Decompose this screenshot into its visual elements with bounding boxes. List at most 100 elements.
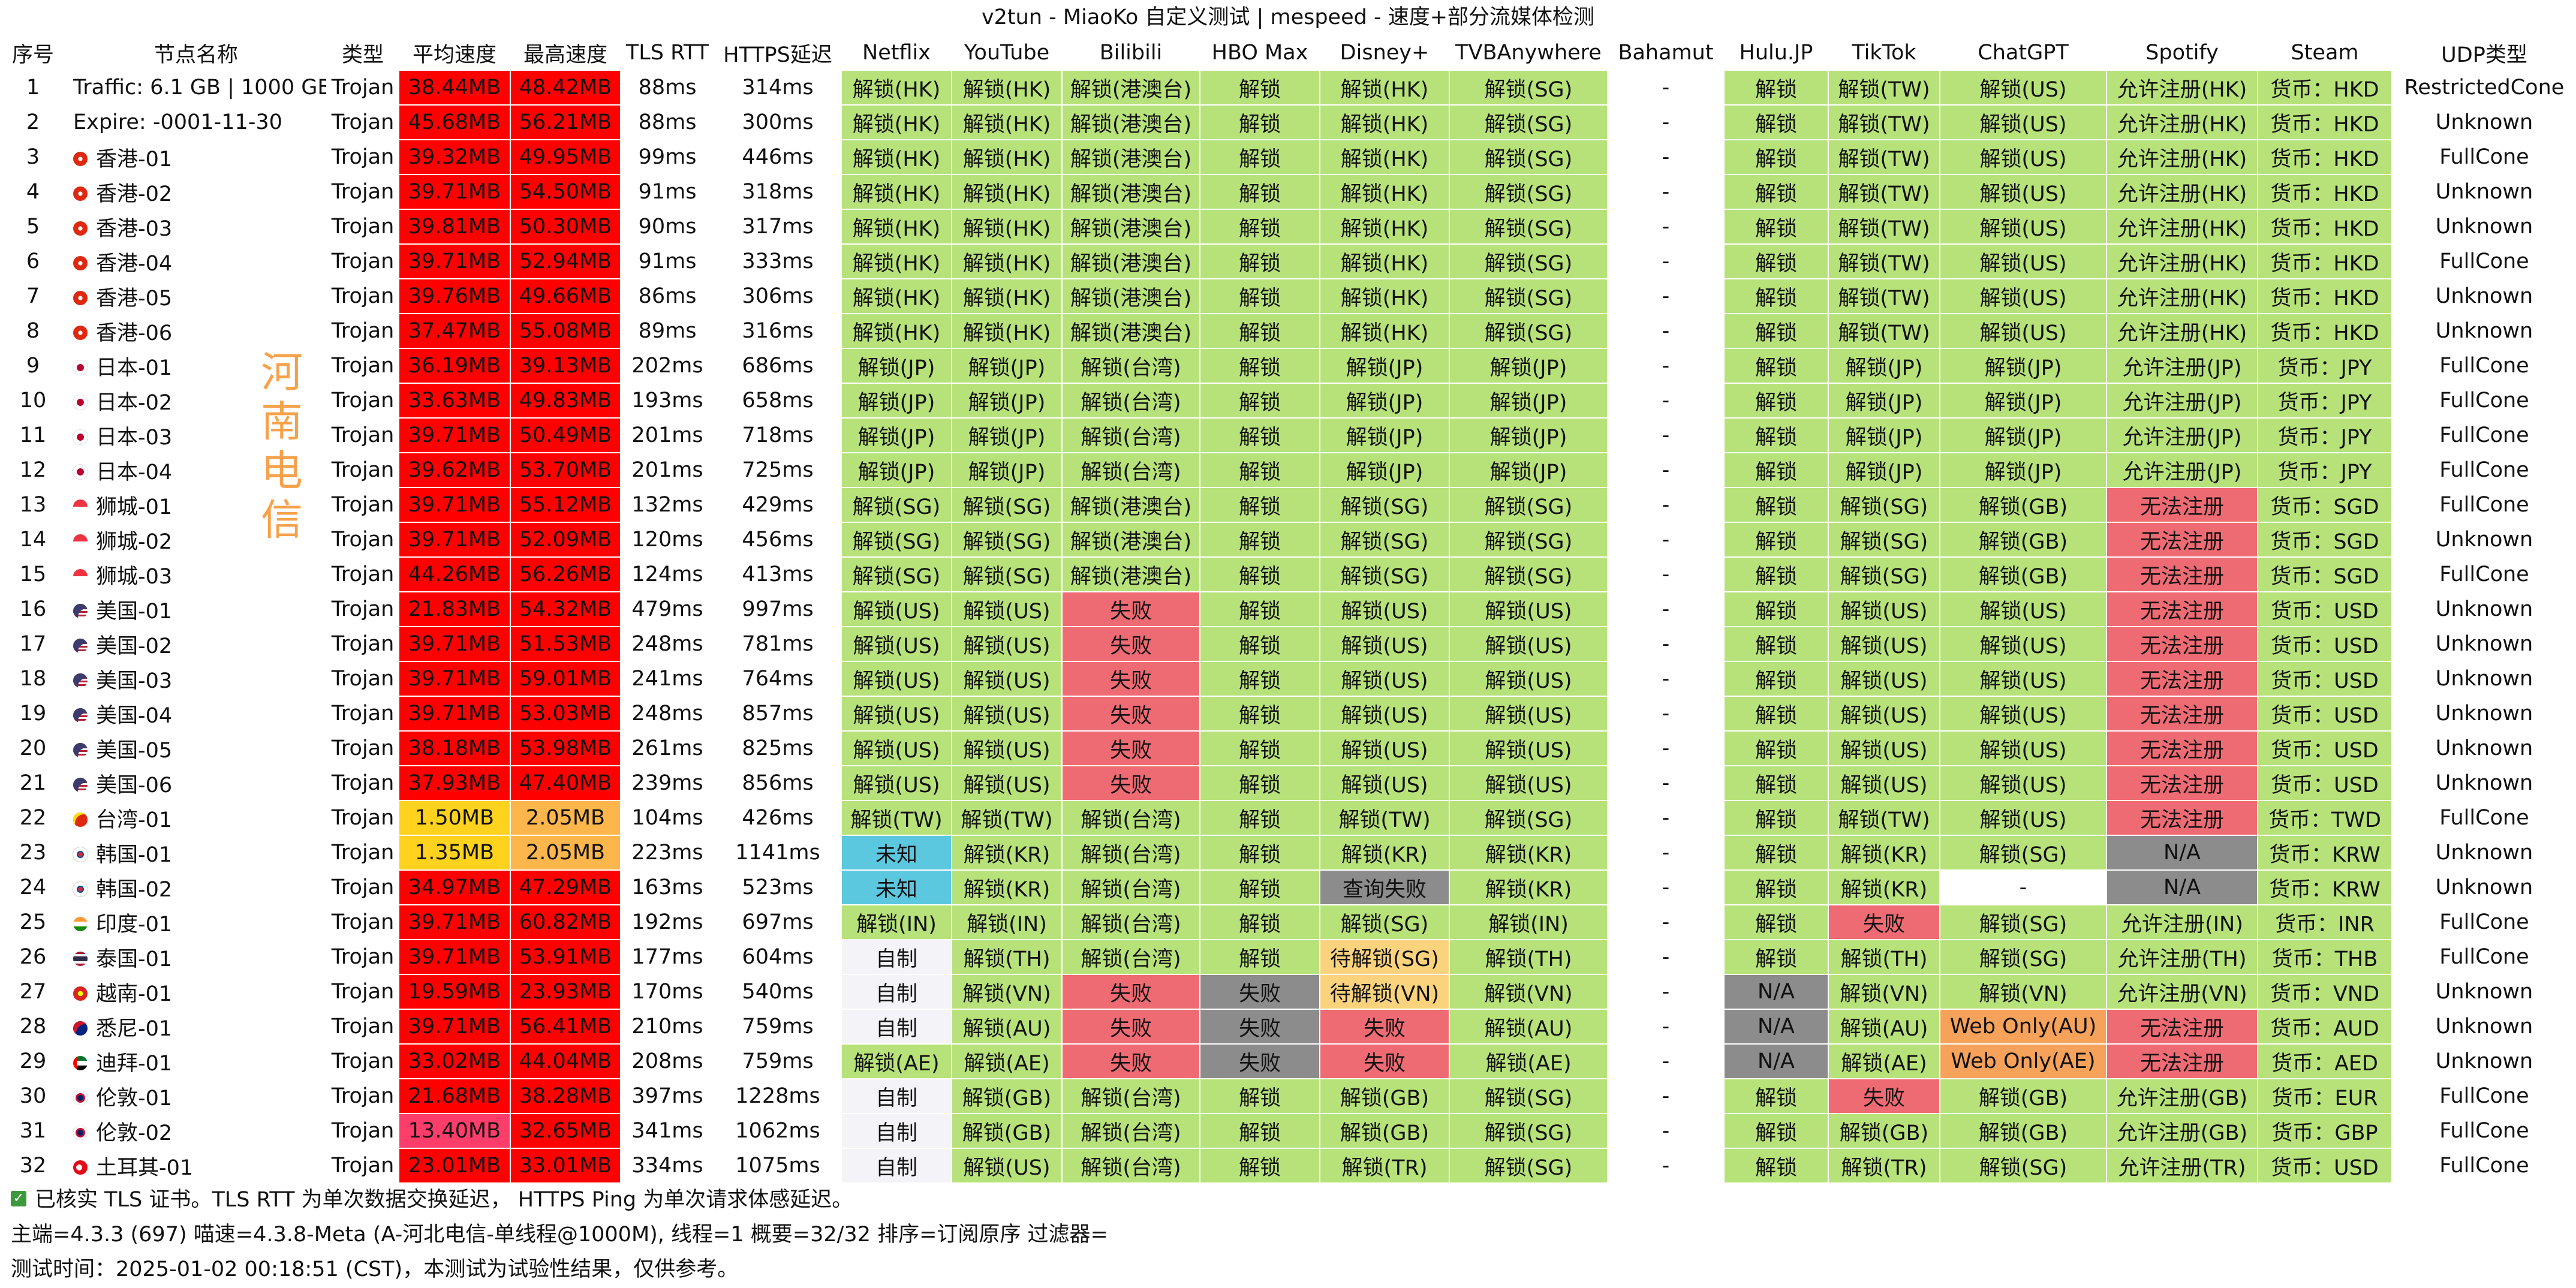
- row-index: 29: [0, 1043, 66, 1079]
- unlock-cell: 解锁(US): [1939, 765, 2107, 801]
- unlock-cell: 解锁(台湾): [1061, 1078, 1200, 1114]
- unlock-cell: 解锁(SG): [1449, 70, 1608, 106]
- tls-rtt: 397ms: [620, 1078, 715, 1114]
- unlock-cell: 解锁(SG): [1828, 487, 1940, 523]
- unlock-cell: 自制: [841, 1078, 952, 1114]
- unlock-cell: 解锁(US): [1449, 696, 1608, 732]
- row-index: 15: [0, 556, 66, 592]
- unlock-cell: -: [1607, 452, 1725, 488]
- flag-ae-icon: [73, 1055, 88, 1070]
- window-title: v2tun - MiaoKo 自定义测试 | mespeed - 速度+部分流媒…: [0, 0, 2576, 35]
- unlock-cell: 解锁(HK): [1319, 104, 1450, 140]
- node-name: 香港-04: [96, 251, 173, 276]
- unlock-cell: 解锁: [1199, 104, 1320, 140]
- unlock-cell: 解锁: [1723, 417, 1829, 453]
- unlock-cell: 解锁(US): [1449, 730, 1608, 766]
- row-index: 20: [0, 730, 66, 766]
- max-speed: 2.05MB: [510, 800, 621, 836]
- unlock-cell: 解锁: [1723, 661, 1829, 697]
- unlock-cell: 解锁: [1723, 904, 1829, 940]
- table-row: 20 美国-05 Trojan 38.18MB 53.98MB 261ms 825ms 解锁(…: [0, 730, 2576, 766]
- node-name: 香港-02: [96, 182, 173, 206]
- unlock-cell: 货币：AUD: [2257, 1009, 2393, 1045]
- row-index: 8: [0, 313, 66, 349]
- avg-speed: 39.71MB: [398, 243, 511, 279]
- udp-type: FullCone: [2391, 1148, 2576, 1184]
- unlock-cell: 解锁(GB): [1939, 487, 2107, 523]
- max-speed: 44.04MB: [510, 1043, 621, 1079]
- unlock-cell: 解锁(HK): [951, 139, 1063, 175]
- unlock-cell: 无法注册: [2106, 591, 2258, 627]
- table-row: 5 香港-03 Trojan 39.81MB 50.30MB 90ms 317ms 解锁(HK…: [0, 209, 2576, 245]
- unlock-cell: 解锁(台湾): [1061, 869, 1200, 905]
- unlock-cell: 失败: [1061, 696, 1200, 732]
- row-index: 27: [0, 974, 66, 1010]
- unlock-cell: 解锁(TW): [1828, 278, 1940, 314]
- https-latency: 446ms: [714, 139, 842, 175]
- unlock-cell: 解锁(HK): [951, 243, 1063, 279]
- unlock-cell: 解锁(TW): [1828, 243, 1940, 279]
- udp-type: Unknown: [2391, 626, 2576, 662]
- unlock-cell: 解锁: [1723, 383, 1829, 419]
- unlock-cell: 解锁(US): [1939, 696, 2107, 732]
- unlock-cell: 解锁(US): [841, 730, 952, 766]
- avg-speed: 37.93MB: [398, 765, 511, 801]
- https-latency: 1062ms: [714, 1113, 842, 1149]
- unlock-cell: 解锁(VN): [1828, 974, 1940, 1010]
- unlock-cell: 解锁(US): [1828, 765, 1940, 801]
- unlock-cell: 解锁(AU): [951, 1009, 1063, 1045]
- udp-type: Unknown: [2391, 730, 2576, 766]
- unlock-cell: 失败: [1319, 1009, 1450, 1045]
- flag-sg-icon: [73, 499, 88, 514]
- flag-hk-icon: [73, 290, 88, 305]
- unlock-cell: 解锁(GB): [1319, 1078, 1450, 1114]
- unlock-cell: 解锁(JP): [1828, 383, 1940, 419]
- unlock-cell: 允许注册(GB): [2106, 1113, 2258, 1149]
- avg-speed: 33.02MB: [398, 1043, 511, 1079]
- row-index: 6: [0, 243, 66, 279]
- column-header: YouTube: [951, 35, 1063, 71]
- unlock-cell: 解锁: [1199, 348, 1320, 384]
- avg-speed: 37.47MB: [398, 313, 511, 349]
- unlock-cell: 解锁(JP): [1828, 417, 1940, 453]
- node-type: Trojan: [326, 661, 399, 697]
- unlock-cell: 解锁(JP): [1319, 452, 1450, 488]
- udp-type: FullCone: [2391, 383, 2576, 419]
- avg-speed: 21.68MB: [398, 1078, 511, 1114]
- unlock-cell: 解锁(SG): [841, 522, 952, 558]
- table-row: 32 土耳其-01 Trojan 23.01MB 33.01MB 334ms 1075ms 自…: [0, 1148, 2576, 1184]
- unlock-cell: 未知: [841, 869, 952, 905]
- flag-jp-icon: [73, 464, 88, 479]
- unlock-cell: 失败: [1828, 904, 1940, 940]
- watermark-char: 南: [261, 397, 303, 446]
- unlock-cell: 解锁(JP): [951, 348, 1063, 384]
- table-row: 18 美国-03 Trojan 39.71MB 59.01MB 241ms 764ms 解锁(…: [0, 661, 2576, 697]
- node-type: Trojan: [326, 1078, 399, 1114]
- unlock-cell: 解锁(TH): [1449, 939, 1608, 975]
- https-latency: 759ms: [714, 1043, 842, 1079]
- unlock-cell: 货币：USD: [2257, 730, 2393, 766]
- unlock-cell: 解锁: [1199, 800, 1320, 836]
- flag-tr-icon: [73, 1160, 88, 1175]
- unlock-cell: -: [1607, 835, 1725, 871]
- unlock-cell: 解锁(TR): [1319, 1148, 1450, 1184]
- https-latency: 317ms: [714, 209, 842, 245]
- unlock-cell: 解锁(SG): [1449, 1148, 1608, 1184]
- column-header: TVBAnywhere: [1449, 35, 1608, 71]
- column-header: UDP类型: [2391, 35, 2576, 71]
- checkbox-checked-icon: ✓: [11, 1191, 26, 1206]
- udp-type: FullCone: [2391, 939, 2576, 975]
- unlock-cell: 解锁(US): [1319, 626, 1450, 662]
- unlock-cell: 解锁(US): [1939, 70, 2107, 106]
- column-header: TLS RTT: [620, 35, 715, 71]
- unlock-cell: 解锁(US): [1319, 765, 1450, 801]
- unlock-cell: 解锁: [1723, 452, 1829, 488]
- max-speed: 53.70MB: [510, 452, 621, 488]
- unlock-cell: -: [1607, 1009, 1725, 1045]
- udp-type: Unknown: [2391, 209, 2576, 245]
- unlock-cell: 解锁: [1723, 174, 1829, 210]
- max-speed: 48.42MB: [510, 70, 621, 106]
- https-latency: 1075ms: [714, 1148, 842, 1184]
- udp-type: Unknown: [2391, 591, 2576, 627]
- max-speed: 50.49MB: [510, 417, 621, 453]
